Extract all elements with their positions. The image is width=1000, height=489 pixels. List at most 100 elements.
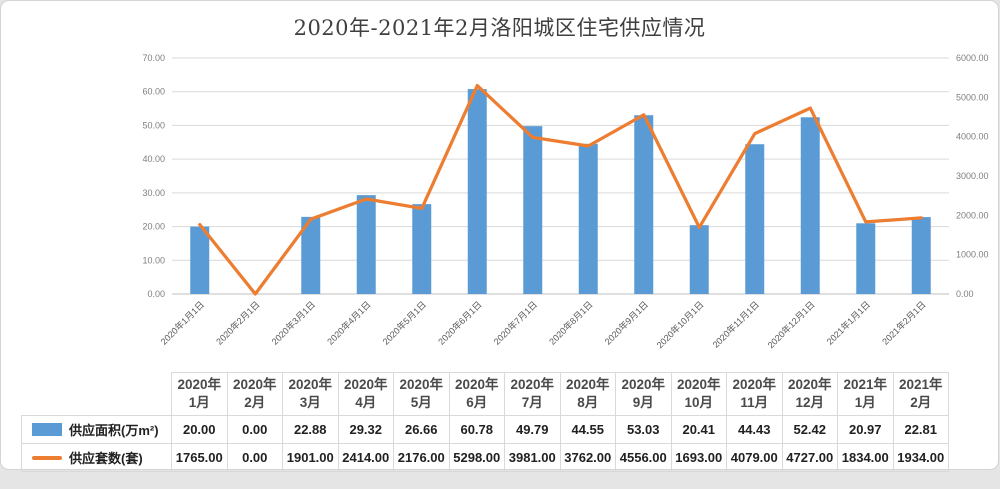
left-axis-tick-label: 40.00 [142, 154, 165, 164]
supply-area-bar [412, 204, 432, 294]
legend-cell: 供应面积(万m²) [21, 415, 172, 444]
right-axis-tick-label: 3000.00 [956, 171, 989, 181]
value-cell: 1901.00 [282, 443, 339, 472]
month-header-cell: 2020年 5月 [393, 372, 450, 416]
value-cell: 3981.00 [504, 443, 561, 472]
right-axis-tick-label: 0.00 [956, 289, 974, 299]
value-cell: 1934.00 [892, 443, 949, 472]
value-cell: 1834.00 [837, 443, 894, 472]
legend-cell: 供应套数(套) [21, 443, 172, 472]
x-axis-category-label: 2020年6月1日 [436, 299, 484, 347]
value-cell: 22.81 [892, 415, 949, 444]
value-cell: 26.66 [393, 415, 450, 444]
value-cell: 4079.00 [726, 443, 783, 472]
bar-series-swatch-icon [32, 423, 62, 436]
supply-area-bar [911, 217, 931, 294]
series-label: 供应套数(套) [69, 451, 143, 466]
table-row: 供应面积(万m²) 20.00 0.00 22.88 29.32 26.66 60.78 49… [21, 415, 949, 444]
table-corner-cell [21, 372, 172, 416]
value-cell: 20.97 [837, 415, 894, 444]
x-axis-category-label: 2020年11月1日 [710, 299, 761, 350]
supply-area-bar [356, 195, 376, 294]
x-axis-category-label: 2020年8月1日 [547, 299, 595, 347]
supply-area-bar [689, 225, 709, 294]
x-axis-category-label: 2020年5月1日 [380, 299, 428, 347]
right-axis-tick-label: 2000.00 [956, 210, 989, 220]
value-cell: 60.78 [448, 415, 505, 444]
left-axis-tick-label: 30.00 [142, 188, 165, 198]
supply-area-bar [578, 143, 598, 294]
x-axis-category-label: 2020年10月1日 [654, 299, 706, 351]
value-cell: 20.00 [171, 415, 228, 444]
value-cell: 2414.00 [337, 443, 394, 472]
supply-area-bar [467, 89, 487, 295]
value-cell: 53.03 [615, 415, 672, 444]
value-cell: 4556.00 [615, 443, 672, 472]
value-cell: 3762.00 [559, 443, 616, 472]
left-axis-tick-label: 20.00 [142, 222, 165, 232]
value-cell: 1693.00 [670, 443, 727, 472]
value-cell: 2176.00 [393, 443, 450, 472]
left-axis-tick-label: 70.00 [142, 53, 165, 63]
table-row: 供应套数(套) 1765.00 0.00 1901.00 2414.00 2176.00 5… [21, 443, 949, 472]
x-axis-category-label: 2020年3月1日 [269, 299, 317, 347]
supply-area-bar [856, 223, 876, 294]
chart-title: 2020年-2021年2月洛阳城区住宅供应情况 [293, 16, 706, 40]
x-axis-category-label: 2020年12月1日 [765, 299, 817, 351]
left-axis-tick-label: 0.00 [147, 289, 165, 299]
month-header-cell: 2020年 4月 [337, 372, 394, 416]
combo-chart-plot: 0.00 10.00 20.00 30.00 40.00 50.00 60.00 70.00 0… [142, 53, 989, 351]
x-axis-category-label: 2021年2月1日 [880, 299, 928, 347]
supply-area-bar [523, 126, 543, 295]
value-cell: 44.55 [559, 415, 616, 444]
month-header-cell: 2020年 10月 [670, 372, 727, 416]
month-header-cell: 2020年 1月 [171, 372, 228, 416]
supply-units-line [198, 83, 923, 296]
value-cell: 4727.00 [781, 443, 838, 472]
x-axis-category-label: 2020年7月1日 [491, 299, 539, 347]
month-header-cell: 2020年 7月 [504, 372, 561, 416]
supply-area-bar [800, 117, 820, 294]
value-cell: 44.43 [726, 415, 783, 444]
month-header-cell: 2020年 2月 [226, 372, 283, 416]
month-header-cell: 2021年 2月 [892, 372, 949, 416]
x-axis-category-label: 2021年1月1日 [824, 299, 872, 347]
right-axis-tick-label: 1000.00 [956, 250, 989, 260]
month-header-cell: 2020年 11月 [726, 372, 783, 416]
x-axis-category-label: 2020年4月1日 [325, 299, 373, 347]
value-cell: 0.00 [226, 415, 283, 444]
value-cell: 29.32 [337, 415, 394, 444]
chart-data-table: 2020年 1月 2020年 2月 2020年 3月 2020年 4月 2020年 5月 2020年… [21, 372, 949, 472]
month-header-cell: 2020年 12月 [781, 372, 838, 416]
month-header-cell: 2020年 9月 [615, 372, 672, 416]
value-cell: 1765.00 [171, 443, 228, 472]
value-cell: 49.79 [504, 415, 561, 444]
x-axis-category-label: 2020年2月1日 [214, 299, 262, 347]
chart-card: 2020年-2021年2月洛阳城区住宅供应情况 0.00 10.00 20.00 30… [0, 0, 999, 472]
value-cell: 5298.00 [448, 443, 505, 472]
month-header-cell: 2021年 1月 [837, 372, 894, 416]
right-axis-tick-label: 5000.00 [956, 92, 989, 102]
value-cell: 20.41 [670, 415, 727, 444]
right-axis-tick-label: 4000.00 [956, 132, 989, 142]
supply-area-bar [301, 216, 321, 294]
value-cell: 22.88 [282, 415, 339, 444]
left-axis-tick-label: 50.00 [142, 120, 165, 130]
left-axis-tick-label: 60.00 [142, 87, 165, 97]
supply-area-bar [745, 144, 765, 294]
x-axis-category-label: 2020年9月1日 [602, 299, 650, 347]
right-axis-tick-label: 6000.00 [956, 53, 989, 63]
x-axis-category-label: 2020年1月1日 [158, 299, 206, 347]
supply-area-bar [190, 226, 210, 294]
month-header-cell: 2020年 8月 [559, 372, 616, 416]
series-label: 供应面积(万m²) [69, 423, 159, 438]
left-axis-tick-label: 10.00 [142, 255, 165, 265]
value-cell: 0.00 [226, 443, 283, 472]
line-series-swatch-icon [32, 455, 62, 460]
table-header-row: 2020年 1月 2020年 2月 2020年 3月 2020年 4月 2020年 5月 2020年… [21, 372, 949, 416]
data-table: 2020年 1月 2020年 2月 2020年 3月 2020年 4月 2020年 5月 2020年… [21, 372, 949, 472]
month-header-cell: 2020年 6月 [448, 372, 505, 416]
value-cell: 52.42 [781, 415, 838, 444]
month-header-cell: 2020年 3月 [282, 372, 339, 416]
